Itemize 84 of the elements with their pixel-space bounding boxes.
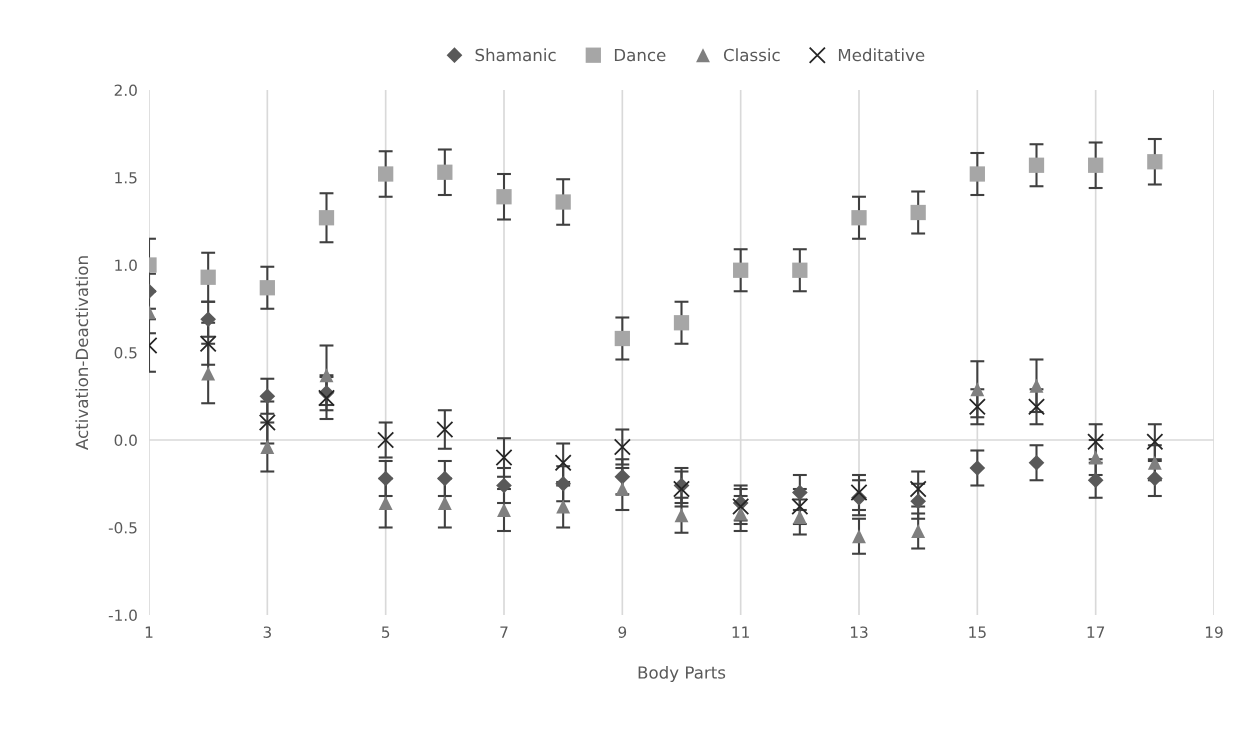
point (554, 454, 572, 472)
point (969, 460, 986, 476)
x-tick-label: 19 (1205, 626, 1223, 638)
point (437, 496, 452, 510)
x-tick-label: 17 (1087, 626, 1105, 638)
x-tick-label: 15 (969, 626, 986, 638)
y-axis-title: Activation-Deactivation (75, 256, 89, 450)
point (496, 477, 512, 494)
point (615, 482, 630, 496)
point (319, 368, 334, 383)
y-tick-label: 2.0 (114, 84, 137, 97)
point (1087, 472, 1104, 489)
point (259, 280, 275, 296)
point (1028, 454, 1045, 471)
point (732, 497, 750, 516)
point (792, 510, 807, 524)
x-tick-label: 3 (263, 626, 271, 638)
point (556, 499, 571, 514)
point (555, 475, 572, 492)
point (378, 166, 394, 182)
point (201, 366, 216, 381)
point (613, 438, 631, 456)
y-tick-label: 0.0 (114, 434, 137, 447)
legend-label: Classic (723, 48, 780, 62)
y-tick-label: -0.5 (108, 521, 137, 534)
point (852, 529, 866, 544)
x-tick-label: 5 (381, 626, 390, 638)
x-tick-label: 7 (500, 626, 508, 638)
point (497, 503, 511, 517)
point (378, 496, 393, 510)
legend-label: Shamanic (475, 48, 556, 62)
point (555, 194, 571, 210)
point (496, 189, 512, 205)
point (1028, 157, 1045, 173)
point (791, 497, 809, 516)
y-tick-label: 0.5 (114, 346, 137, 359)
y-tick-label: 1.5 (115, 172, 137, 184)
point (1146, 470, 1163, 487)
point (909, 480, 927, 498)
point (436, 420, 454, 439)
point (851, 210, 867, 226)
point (673, 315, 690, 331)
point (317, 389, 336, 407)
point (733, 262, 749, 278)
point (614, 330, 630, 347)
point (259, 388, 276, 405)
point (672, 480, 691, 498)
point (1088, 157, 1104, 173)
point (1087, 433, 1105, 451)
point (911, 524, 926, 538)
legend-label: Meditative (838, 48, 925, 62)
x-tick-label: 1 (145, 626, 153, 638)
point (1147, 455, 1162, 470)
x-axis-title: Body Parts (638, 665, 726, 683)
point (968, 398, 986, 416)
point (1029, 378, 1044, 393)
point (1027, 398, 1046, 416)
point (791, 484, 808, 501)
y-tick-label: 1.0 (115, 259, 137, 272)
x-tick-label: 11 (732, 626, 749, 638)
point (377, 470, 394, 487)
point (436, 470, 453, 487)
x-tick-label: 13 (850, 626, 868, 638)
point (437, 164, 453, 180)
point (969, 166, 985, 182)
x-tick-label: 9 (618, 626, 627, 638)
point (792, 262, 808, 278)
legend-label: Dance (614, 48, 666, 62)
point (200, 269, 216, 285)
point (910, 204, 926, 221)
point (258, 413, 276, 432)
y-tick-label: -1.0 (108, 609, 137, 622)
point (377, 431, 395, 449)
point (495, 448, 513, 467)
point (910, 493, 927, 510)
point (1147, 154, 1163, 170)
point (970, 382, 985, 397)
point (200, 311, 217, 328)
point (199, 335, 217, 353)
point (1146, 433, 1164, 451)
point (260, 440, 275, 454)
point (1088, 450, 1103, 465)
point (318, 210, 335, 226)
point (850, 483, 868, 502)
